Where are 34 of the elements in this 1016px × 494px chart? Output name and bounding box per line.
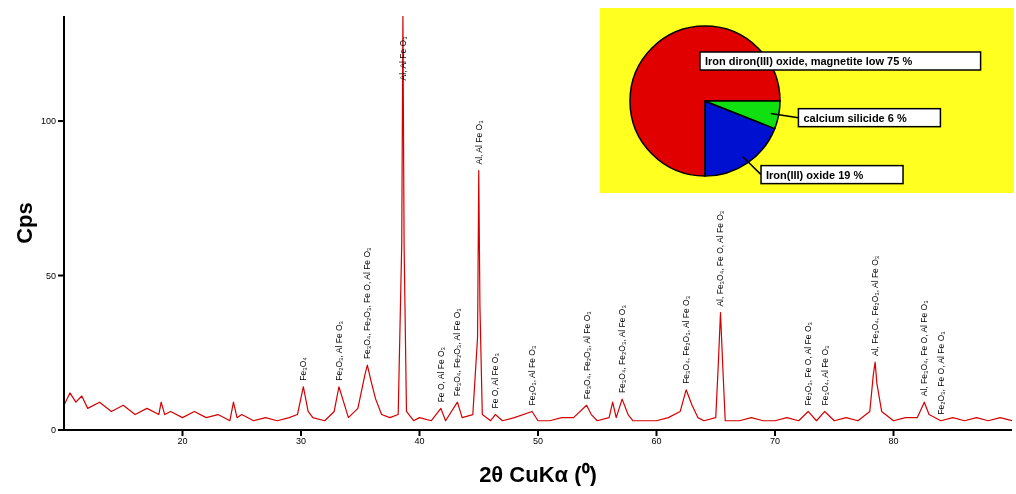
annotation: Fe₃O₄, Fe₂O₃, Al Fe O₃ — [452, 308, 463, 397]
annotation: Fe O, Al Fe O₃ — [490, 353, 501, 409]
y-tick-label: 0 — [50, 425, 56, 436]
slice-label: Iron(III) oxide 19 % — [766, 168, 864, 181]
x-tick-label: 60 — [651, 436, 662, 447]
annotation: Fe O, Al Fe O₃ — [435, 346, 446, 403]
annotation: Al, Fe₃O₄, Fe O, Al Fe O₃ — [715, 210, 726, 307]
y-axis-title: Cps — [11, 202, 37, 244]
x-tick-label: 20 — [177, 436, 188, 447]
x-tick-label: 80 — [888, 436, 899, 447]
annotation: Fe₃O₄, Fe₂O₃, Al Fe O₃ — [681, 295, 692, 384]
annotation: Fe₃O₄, Fe₂O₃, Al Fe O₃ — [581, 311, 592, 400]
x-tick-label: 40 — [414, 436, 425, 447]
annotation: Al, Al Fe O₃ — [473, 120, 484, 165]
annotation: Al, Al Fe O₃ — [397, 36, 408, 81]
line-series — [64, 16, 1012, 422]
annotation: Al, Fe₃O₄, Fe₂O₃, Al Fe O₃ — [870, 255, 881, 357]
slice-label: Iron diron(III) oxide, magnetite low 75 % — [705, 55, 913, 67]
y-tick-label: 100 — [40, 116, 56, 127]
y-tick-label: 50 — [45, 270, 56, 281]
annotation: Fe₃O₄ — [298, 356, 309, 381]
slice-label: calcium silicide 6 % — [803, 111, 907, 124]
annotation: Fe₂O₃, Fe O, Al Fe O₃ — [935, 331, 946, 415]
annotation: Al, Fe₃O₄, Fe O, Al Fe O₃ — [919, 300, 930, 397]
x-tick-label: 30 — [295, 436, 307, 447]
annotation: Fe₃O₄, Fe₂O₃, Fe O, Al Fe O₃ — [362, 247, 373, 360]
annotation: Fe₂O₃, Fe O, Al Fe O₃ — [803, 322, 814, 406]
annotation: Fe₃O₄, Fe₂O₃, Al Fe O₃ — [617, 305, 628, 394]
annotation: Fe₃O₄, Al Fe O₃ — [819, 345, 830, 406]
x-tick-label: 70 — [769, 436, 781, 447]
annotation: Fe₂O₃, Al Fe O₃ — [527, 345, 538, 406]
annotation: Fe₂O₃, Al Fe O₃ — [333, 320, 344, 381]
x-tick-label: 50 — [532, 436, 544, 447]
x-axis-title: 2θ CuKα (⁰) — [479, 462, 597, 487]
